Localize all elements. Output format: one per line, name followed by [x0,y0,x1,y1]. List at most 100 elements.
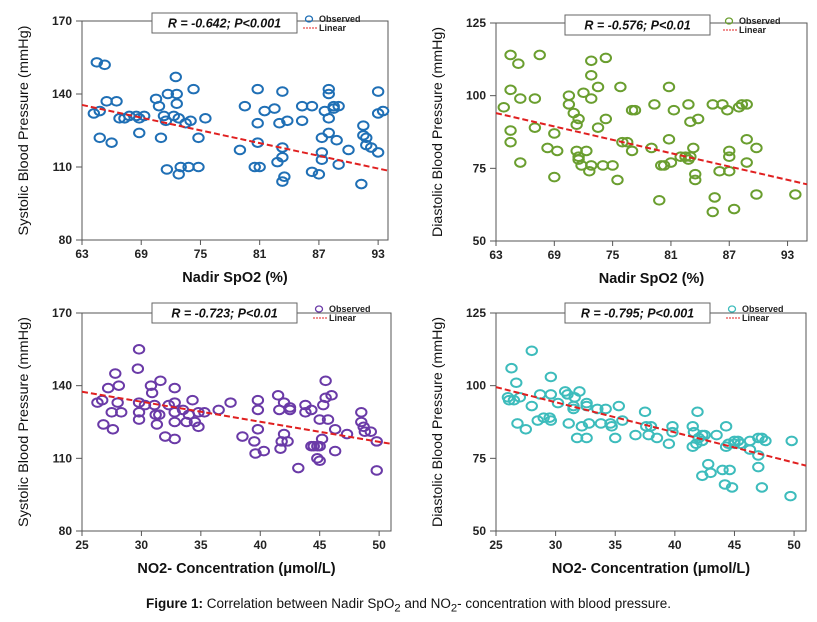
data-point [192,421,205,433]
data-point [251,83,264,95]
data-point [358,426,372,437]
y-tick-label: 75 [473,451,487,465]
data-point [168,382,181,394]
data-point [271,390,285,401]
x-tick-label: 69 [135,247,149,261]
data-point [662,438,676,450]
data-point [591,81,605,93]
data-point [755,482,769,493]
legend-observed-icon [304,15,314,23]
data-point [238,100,252,112]
data-point [750,142,763,154]
caption-text-2: and NO [400,596,451,611]
data-point [648,99,661,110]
data-point [161,88,175,100]
data-point [716,464,729,476]
stats-box [564,302,711,324]
data-point [628,104,642,116]
data-point [514,157,527,168]
data-point [561,389,574,400]
data-point [583,165,596,177]
data-point [513,391,527,403]
x-tick-label: 87 [312,247,326,261]
data-point [311,453,324,464]
data-point [537,412,550,423]
data-point [750,189,763,200]
data-point [276,176,289,187]
data-point [360,132,373,144]
y-tick-label: 125 [466,16,486,30]
data-point [273,117,286,129]
x-tick-label: 30 [549,538,563,552]
y-tick-label: 75 [473,161,487,175]
data-point [533,49,546,61]
caption-label: Figure 1: [145,596,203,611]
data-point [332,100,345,112]
data-point [131,363,145,375]
x-tick-label: 93 [371,247,385,261]
data-point [573,386,586,397]
x-tick-label: 25 [75,538,89,552]
data-point [691,113,705,125]
y-tick-label: 140 [52,87,72,101]
data-point [582,418,596,429]
data-point [305,166,319,178]
data-point [251,137,264,148]
data-point [248,436,261,447]
x-axis-label: NO2- Concentration (μmol/L) [137,561,335,577]
data-point [153,409,166,421]
x-tick-label: 50 [787,538,801,552]
legend-observed-label: Observed [739,16,781,26]
data-point [577,87,590,99]
y-axis-label: Systolic Blood Pressure (mmHg) [16,317,31,527]
x-axis-label: Nadir SpO2 (%) [182,270,288,286]
data-point [276,86,289,97]
data-point [109,368,122,379]
x-tick-label: 69 [548,248,562,262]
data-point [657,160,671,171]
data-point [723,145,736,157]
data-point [572,113,585,125]
data-point [686,441,699,453]
data-point [599,52,613,64]
x-tick-label: 45 [728,538,742,552]
data-point [616,136,629,148]
data-point [504,49,517,61]
data-point [93,132,106,144]
data-point [752,450,765,461]
y-tick-label: 100 [466,379,486,393]
data-point [519,423,533,435]
data-point [689,168,702,180]
data-point [132,407,146,418]
x-tick-label: 75 [606,248,620,262]
legend-observed-label: Observed [329,304,371,314]
data-point [528,122,542,133]
data-point [145,387,159,399]
data-point [599,403,612,415]
data-point [249,448,262,459]
y-tick-label: 170 [52,14,72,28]
data-point [591,122,605,133]
data-point [170,98,183,110]
data-point [281,115,294,127]
data-point [115,407,128,418]
chart-svg: 80 110 140 170 63 69 75 81 87 93 Nadir SpO2 (%) Sys… [16,12,390,286]
legend-observed-icon [314,305,324,313]
data-point [159,115,173,127]
y-tick-label: 125 [466,306,486,320]
x-tick-label: 63 [75,247,89,261]
data-point [691,406,704,418]
data-point [504,136,517,148]
y-tick-label: 100 [466,89,486,103]
data-point [544,415,558,426]
data-point [224,397,237,408]
data-point [370,465,383,476]
data-point [98,59,111,71]
data-point [510,377,523,389]
data-point [357,130,370,141]
data-point [544,371,558,383]
data-point [192,161,205,173]
x-tick-label: 35 [609,538,623,552]
legend-linear-label: Linear [319,23,347,33]
y-tick-label: 140 [52,379,72,393]
